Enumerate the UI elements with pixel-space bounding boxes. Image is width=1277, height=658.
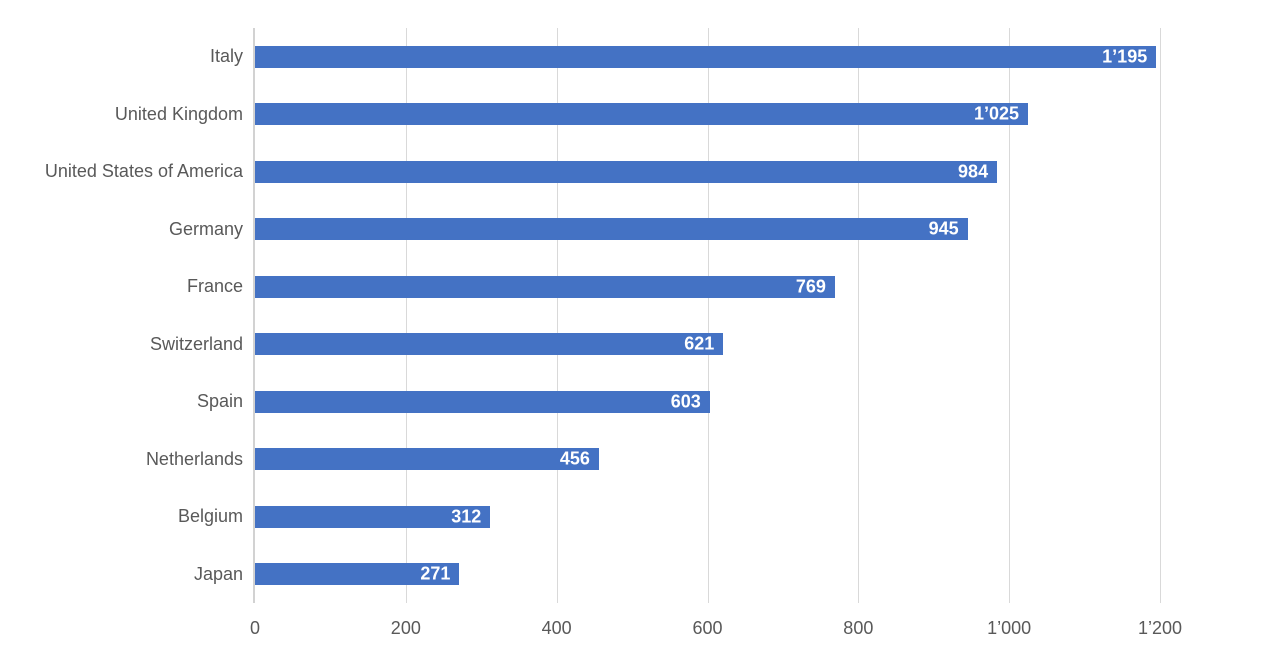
category-label: Switzerland <box>149 333 243 354</box>
category-label: United Kingdom <box>114 103 243 124</box>
category-label: United States of America <box>44 161 243 182</box>
x-tick-label: 1’200 <box>1137 618 1183 638</box>
bar-value-label: 1’025 <box>973 103 1020 124</box>
bar: 603 <box>255 390 710 413</box>
bar: 271 <box>255 563 460 586</box>
x-tick-label: 600 <box>692 618 723 638</box>
bar-value-label: 312 <box>451 506 482 527</box>
x-tick-label: 800 <box>843 618 874 638</box>
bar-value-label: 984 <box>958 161 989 182</box>
bar: 984 <box>255 160 998 183</box>
bar-value-label: 1’195 <box>1102 46 1148 67</box>
bar-value-label: 603 <box>670 391 701 412</box>
x-tick-label: 0 <box>249 618 261 638</box>
bar-value-label: 621 <box>684 333 715 354</box>
x-tick-label: 400 <box>541 618 572 638</box>
y-axis-line <box>253 28 255 603</box>
gridline <box>1009 28 1011 603</box>
x-tick-label: 1’000 <box>987 618 1032 638</box>
bar: 945 <box>255 218 968 241</box>
category-label: Germany <box>168 218 243 239</box>
category-label: France <box>186 276 243 297</box>
bar: 1’025 <box>255 103 1029 126</box>
gridline <box>858 28 860 603</box>
gridline <box>405 28 407 603</box>
bar: 456 <box>255 448 599 471</box>
bar: 1’195 <box>255 45 1157 68</box>
bar: 312 <box>255 505 491 528</box>
bar-value-label: 769 <box>795 276 826 297</box>
bar-value-label: 271 <box>420 563 451 584</box>
gridline <box>556 28 558 603</box>
category-label: Italy <box>209 46 243 67</box>
x-tick-label: 200 <box>390 618 421 638</box>
bar: 769 <box>255 275 835 298</box>
bar-value-label: 456 <box>559 448 590 469</box>
category-label: Japan <box>193 563 243 584</box>
gridline <box>707 28 709 603</box>
gridline <box>1160 28 1161 603</box>
bar-value-label: 945 <box>928 218 959 239</box>
category-label: Belgium <box>177 506 243 527</box>
category-label: Spain <box>196 391 243 412</box>
category-label: Netherlands <box>145 448 243 469</box>
bar: 621 <box>255 333 724 356</box>
